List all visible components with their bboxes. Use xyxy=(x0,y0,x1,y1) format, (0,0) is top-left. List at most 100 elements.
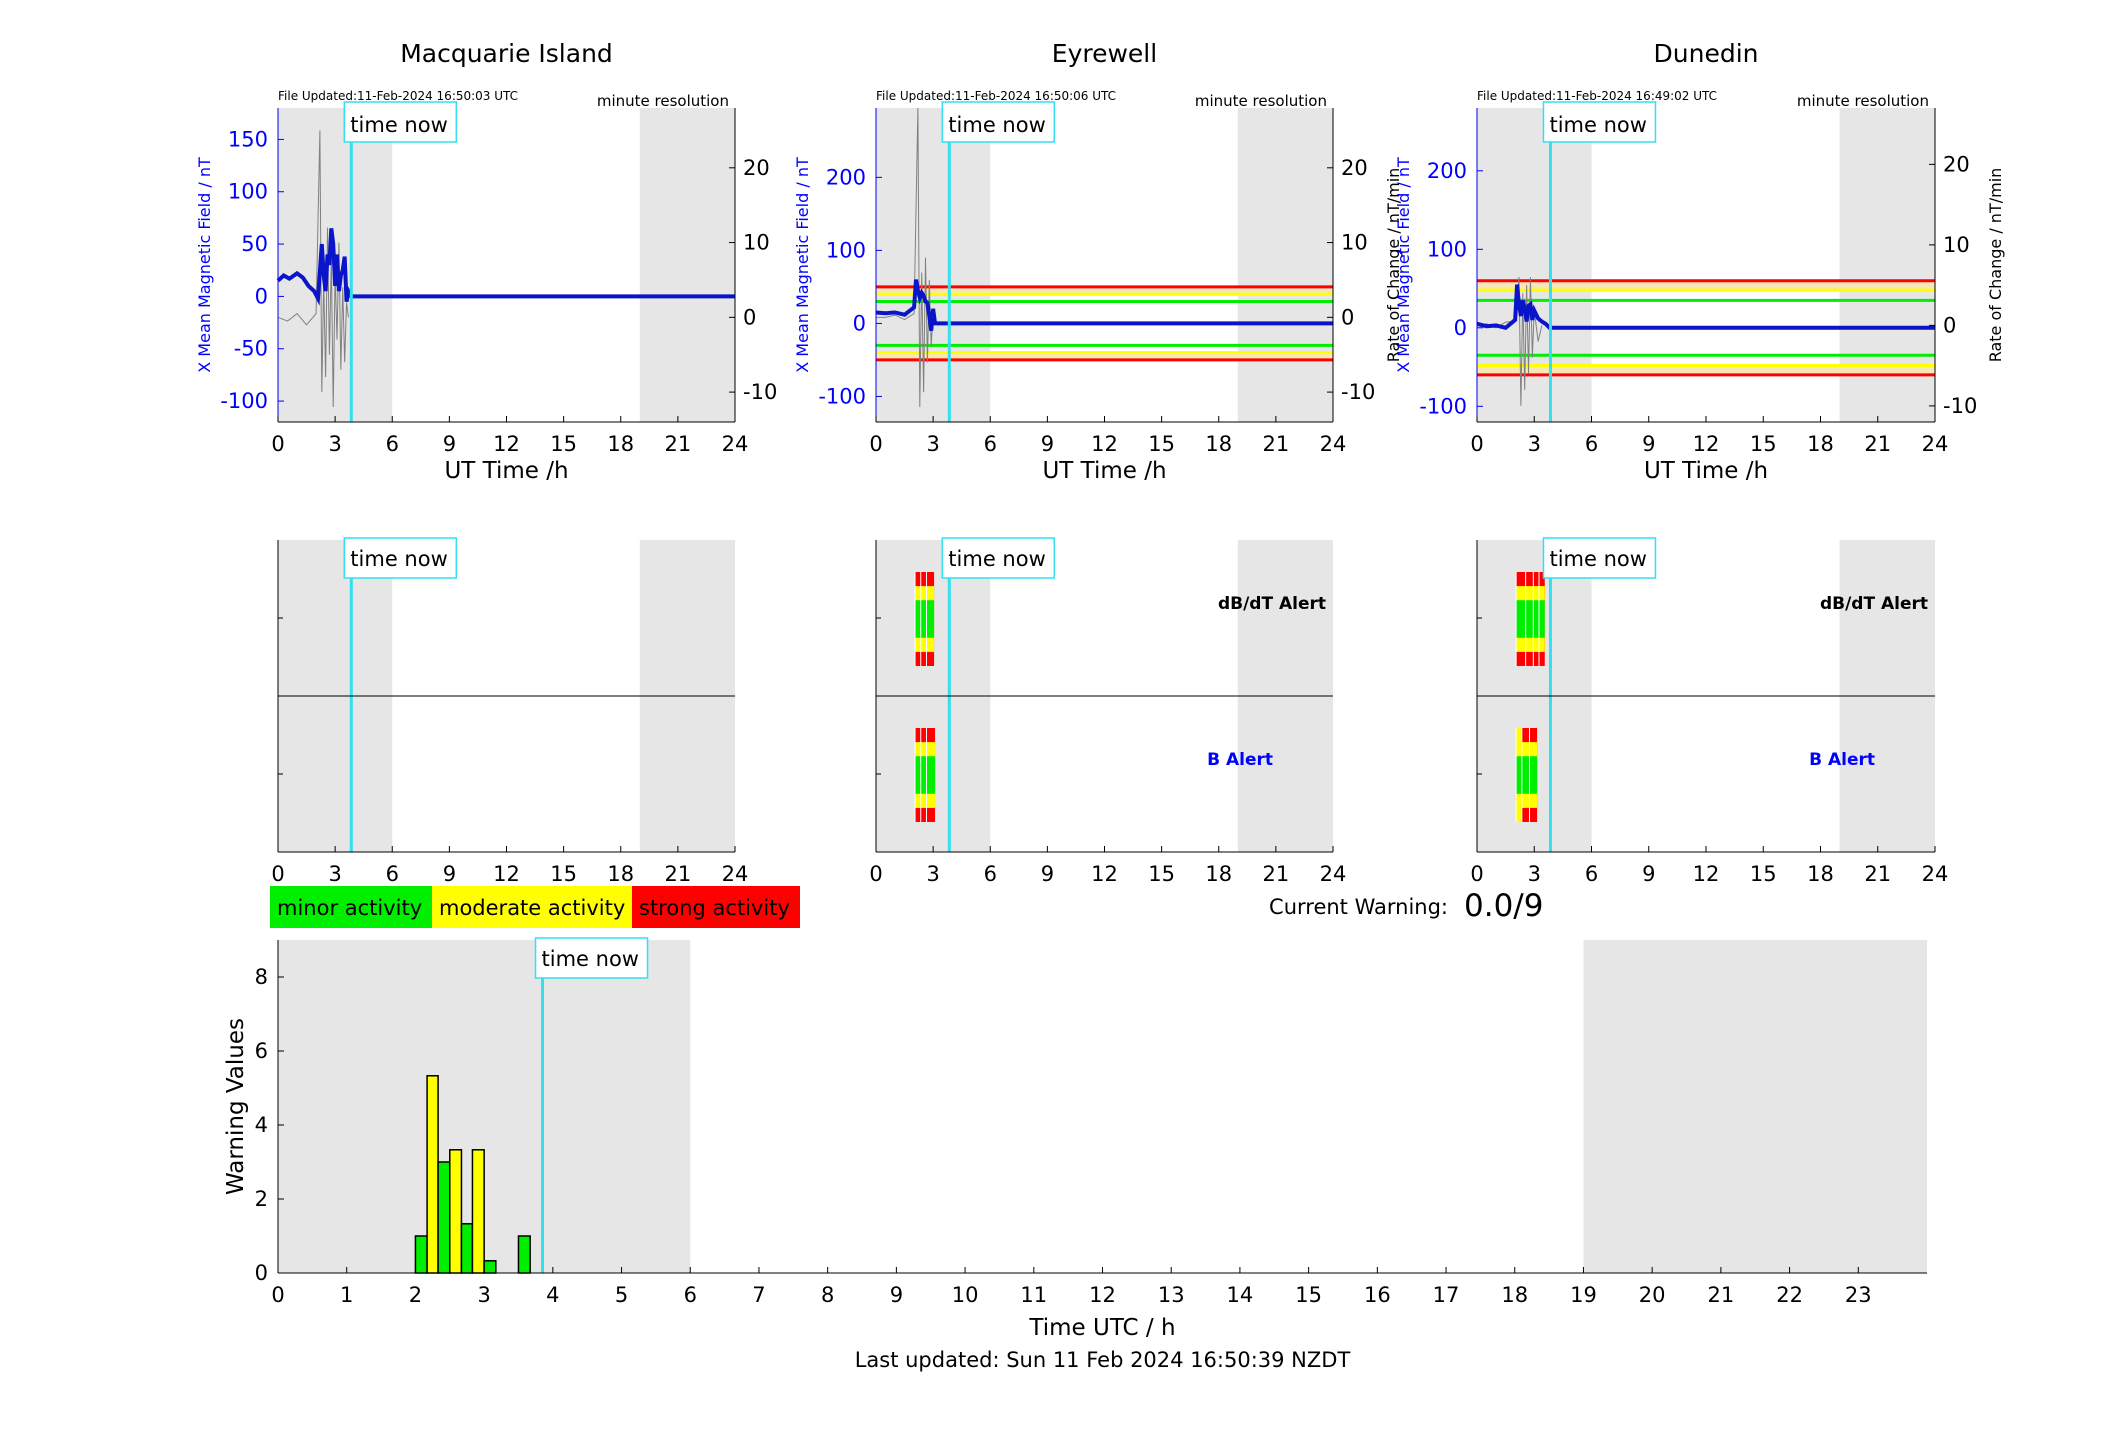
x-tick-label: 3 xyxy=(1528,862,1541,886)
night-shading xyxy=(1237,108,1333,422)
resolution-text: minute resolution xyxy=(597,92,729,110)
x-tick-label: 2 xyxy=(409,1283,422,1307)
y2-tick-label: 0 xyxy=(1943,313,1956,337)
x-tick-label: 12 xyxy=(1091,432,1118,456)
y2-tick-label: 20 xyxy=(743,156,770,180)
time-now-label: time now xyxy=(542,947,639,971)
x-tick-label: 0 xyxy=(271,1283,284,1307)
resolution-text: minute resolution xyxy=(1195,92,1327,110)
x-tick-label: 18 xyxy=(1205,862,1232,886)
x-tick-label: 8 xyxy=(821,1283,834,1307)
x-tick-label: 5 xyxy=(615,1283,628,1307)
y-tick-label: 6 xyxy=(255,1039,268,1063)
x-tick-label: 4 xyxy=(546,1283,559,1307)
x-tick-label: 9 xyxy=(890,1283,903,1307)
x-tick-label: 24 xyxy=(1320,432,1347,456)
y-tick-label: 200 xyxy=(826,165,866,189)
y2-tick-label: -10 xyxy=(1341,380,1375,404)
b-alert-minor xyxy=(920,756,927,794)
x-tick-label: 24 xyxy=(722,432,749,456)
time-now-box xyxy=(1542,537,1657,579)
dbdt-alert-minor xyxy=(915,600,921,638)
file-updated-text: File Updated:11-Feb-2024 16:49:02 UTC xyxy=(1477,89,1717,103)
current-warning-value: 0.0/9 xyxy=(1464,888,1543,924)
y-tick-label: 0 xyxy=(853,311,866,335)
threshold-band-upper xyxy=(876,286,1333,295)
warning-bar xyxy=(483,1260,497,1274)
rate-of-change-trace xyxy=(876,107,934,408)
b-alert-minor xyxy=(1521,756,1530,794)
y-tick-label: 4 xyxy=(255,1113,268,1137)
legend-strong-swatch xyxy=(632,886,800,928)
time-now-box xyxy=(343,537,458,579)
legend-minor-label: minor activity xyxy=(277,896,422,920)
x-tick-label: 9 xyxy=(1642,862,1655,886)
x-tick-label: 12 xyxy=(1693,432,1720,456)
night-shading xyxy=(1583,940,1927,1273)
b-alert-label: B Alert xyxy=(1809,750,1875,770)
y-tick-label: 50 xyxy=(241,232,268,256)
x-tick-label: 19 xyxy=(1570,1283,1597,1307)
x-tick-label: 18 xyxy=(1807,432,1834,456)
time-now-box xyxy=(1542,101,1657,143)
time-now-box xyxy=(941,101,1056,143)
x-tick-label: 6 xyxy=(984,862,997,886)
y2-tick-label: 20 xyxy=(1943,152,1970,176)
y-tick-label: 8 xyxy=(255,965,268,989)
y-axis-label: X Mean Magnetic Field / nT xyxy=(195,157,214,373)
x-tick-label: 21 xyxy=(1263,432,1290,456)
b-alert-minor xyxy=(1516,756,1522,794)
x-tick-label: 6 xyxy=(684,1283,697,1307)
time-now-box xyxy=(343,101,458,143)
threshold-band-lower xyxy=(876,352,1333,360)
current-warning-label: Current Warning: xyxy=(1269,895,1448,919)
legend-moderate-label: moderate activity xyxy=(439,896,625,920)
x-tick-label: 21 xyxy=(1864,862,1891,886)
rate-of-change-trace xyxy=(277,130,349,408)
x-tick-label: 14 xyxy=(1227,1283,1254,1307)
dbdt-alert-label: dB/dT Alert xyxy=(1820,594,1928,614)
y-axis-label: X Mean Magnetic Field / nT xyxy=(793,157,812,373)
x-axis-label: UT Time /h xyxy=(1042,458,1166,484)
b-alert-minor xyxy=(915,756,921,794)
y-tick-label: 0 xyxy=(255,1261,268,1285)
b-alert-label: B Alert xyxy=(1207,750,1273,770)
warning-bar xyxy=(426,1075,439,1274)
x-tick-label: 18 xyxy=(607,432,634,456)
x-tick-label: 18 xyxy=(607,862,634,886)
x-tick-label: 0 xyxy=(869,862,882,886)
x-tick-label: 9 xyxy=(1642,432,1655,456)
x-tick-label: 15 xyxy=(1750,862,1777,886)
time-now-label: time now xyxy=(1549,113,1646,137)
y-tick-label: -100 xyxy=(818,384,866,408)
threshold-band-lower xyxy=(1477,365,1935,375)
x-tick-label: 12 xyxy=(493,862,520,886)
x-tick-label: 6 xyxy=(1585,432,1598,456)
y2-tick-label: 10 xyxy=(743,231,770,255)
y2-tick-label: 10 xyxy=(1341,231,1368,255)
night-shading xyxy=(876,108,991,422)
dbdt-alert-minor xyxy=(926,600,935,638)
y-tick-label: -50 xyxy=(234,337,268,361)
magnetic-field-series xyxy=(1476,284,1935,330)
y-tick-label: 200 xyxy=(1427,159,1467,183)
warning-bar xyxy=(517,1235,531,1274)
x-tick-label: 16 xyxy=(1364,1283,1391,1307)
x-tick-label: 3 xyxy=(926,862,939,886)
x-tick-label: 17 xyxy=(1433,1283,1460,1307)
x-tick-label: 12 xyxy=(1091,862,1118,886)
dbdt-alert-minor xyxy=(1539,600,1545,638)
x-tick-label: 6 xyxy=(1585,862,1598,886)
x-tick-label: 18 xyxy=(1501,1283,1528,1307)
x-tick-label: 24 xyxy=(1922,862,1949,886)
last-updated-text: Last updated: Sun 11 Feb 2024 16:50:39 N… xyxy=(855,1348,1351,1372)
y2-tick-label: 0 xyxy=(1341,305,1354,329)
x-tick-label: 0 xyxy=(271,862,284,886)
x-tick-label: 24 xyxy=(1922,432,1949,456)
x-axis-label: UT Time /h xyxy=(1644,458,1768,484)
x-tick-label: 12 xyxy=(1089,1283,1116,1307)
b-alert-minor xyxy=(926,756,936,794)
y2-tick-label: 20 xyxy=(1341,156,1368,180)
y2-tick-label: 0 xyxy=(743,305,756,329)
